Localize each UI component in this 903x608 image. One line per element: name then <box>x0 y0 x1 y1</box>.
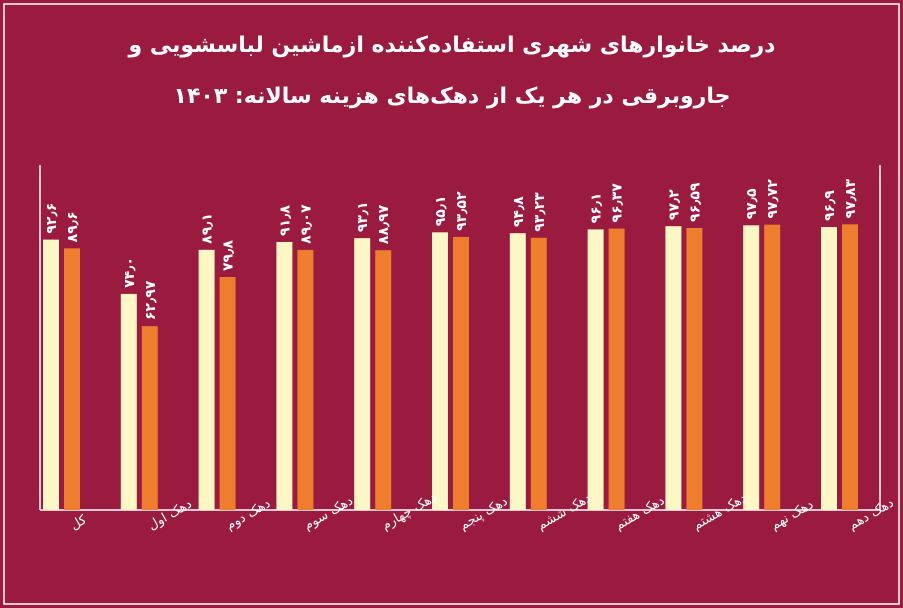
x-tick-label: کل <box>68 512 90 533</box>
value-label: ۹۳٫۲۳ <box>532 192 548 232</box>
bar <box>587 229 604 510</box>
value-label: ۹۵٫۱ <box>433 195 449 226</box>
value-label: ۷۹٫۸ <box>221 240 237 271</box>
value-label: ۹۶٫۳۷ <box>610 183 626 223</box>
bar <box>276 241 293 510</box>
value-label: ۸۹٫۰۷ <box>298 204 314 244</box>
bar <box>686 227 703 510</box>
frame <box>3 3 900 605</box>
value-label: ۹۶٫۵۹ <box>687 182 703 222</box>
bar <box>297 249 314 511</box>
value-label: ۹۴٫۸ <box>511 196 527 227</box>
bar <box>141 326 158 510</box>
bar <box>432 232 448 511</box>
value-label: ۷۴٫۰ <box>122 257 138 288</box>
value-label: ۹۱٫۸ <box>277 205 293 236</box>
bar <box>453 236 469 510</box>
value-label: ۶۲٫۹۷ <box>143 280 159 320</box>
bar <box>821 227 837 510</box>
bar <box>509 233 526 510</box>
bar <box>530 237 547 510</box>
value-label: ۹۶٫۹ <box>822 190 838 221</box>
value-label: ۹۷٫۵ <box>744 188 760 219</box>
bar <box>354 238 371 510</box>
value-label: ۹۳٫۵۲ <box>454 191 470 231</box>
chart-title: درصد خانوارهای شهری استفاده‌کننده ازماشی… <box>128 33 776 58</box>
bar <box>764 224 781 510</box>
value-label: ۸۹٫۶ <box>65 211 81 242</box>
bar <box>120 293 137 510</box>
bar <box>198 249 215 510</box>
value-label: ۹۳٫۱ <box>355 201 371 232</box>
bar <box>608 228 625 510</box>
value-label: ۹۶٫۱ <box>589 193 605 224</box>
bar <box>219 276 236 510</box>
bar <box>842 224 858 510</box>
bar <box>375 250 392 511</box>
value-label: ۹۷٫۲ <box>666 189 682 220</box>
value-label: ۹۲٫۶ <box>44 203 60 234</box>
bar <box>743 225 760 511</box>
value-label: ۸۸٫۹۷ <box>376 204 392 244</box>
chart-title: جاروبرقی در هر یک از دهک‌های هزینه سالان… <box>174 84 731 109</box>
bar <box>64 248 80 511</box>
bar <box>43 239 59 510</box>
value-label: ۹۷٫۸۳ <box>843 178 859 218</box>
value-label: ۹۷٫۷۲ <box>765 179 781 219</box>
value-label: ۸۹٫۱ <box>200 213 216 244</box>
bar <box>665 226 682 510</box>
